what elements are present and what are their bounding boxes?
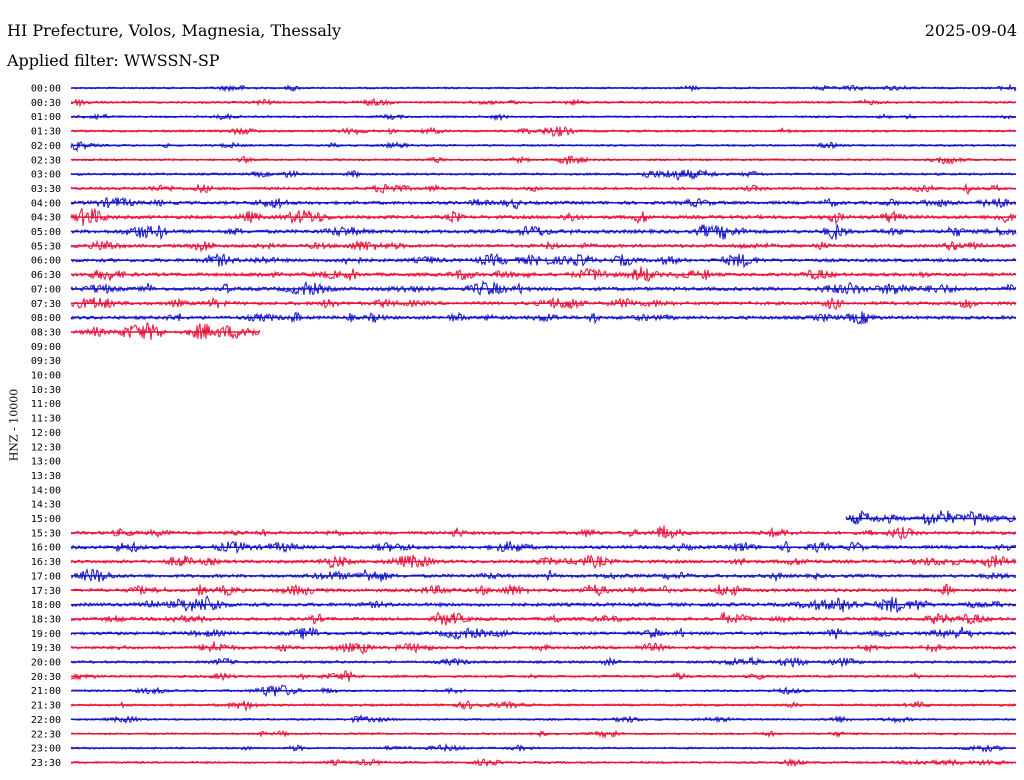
time-tick-label: 00:00 (31, 84, 61, 95)
chart-date: 2025-09-04 (924, 21, 1017, 40)
time-tick-label: 17:00 (31, 571, 61, 582)
time-tick-label: 18:00 (31, 600, 61, 611)
time-tick-label: 03:00 (31, 170, 61, 181)
time-tick-label: 02:30 (31, 155, 61, 166)
time-tick-label: 19:30 (31, 643, 61, 654)
seismic-trace (845, 509, 1017, 526)
time-tick-label: 18:30 (31, 614, 61, 625)
time-tick-label: 19:00 (31, 629, 61, 640)
time-tick-label: 11:30 (31, 414, 61, 425)
time-tick-label: 21:30 (31, 701, 61, 712)
time-tick-label: 23:00 (31, 744, 61, 755)
time-tick-label: 17:30 (31, 586, 61, 597)
seismic-trace (70, 141, 1017, 153)
time-tick-label: 00:30 (31, 98, 61, 109)
time-tick-label: 03:30 (31, 184, 61, 195)
time-tick-label: 02:00 (31, 141, 61, 152)
time-tick-label: 16:30 (31, 557, 61, 568)
time-tick-label: 16:00 (31, 543, 61, 554)
time-tick-label: 04:30 (31, 213, 61, 224)
time-tick-label: 10:00 (31, 371, 61, 382)
time-tick-label: 12:00 (31, 428, 61, 439)
time-tick-label: 04:00 (31, 198, 61, 209)
time-tick-label: 23:30 (31, 758, 61, 769)
time-tick-label: 21:00 (31, 686, 61, 697)
time-tick-label: 08:30 (31, 327, 61, 338)
time-tick-label: 08:00 (31, 313, 61, 324)
time-tick-label: 15:00 (31, 514, 61, 525)
chart-title: HI Prefecture, Volos, Magnesia, Thessaly (7, 21, 342, 40)
time-tick-label: 22:30 (31, 729, 61, 740)
time-tick-label: 06:30 (31, 270, 61, 281)
time-tick-label: 12:30 (31, 442, 61, 453)
time-tick-label: 09:00 (31, 342, 61, 353)
seismic-trace (70, 224, 1017, 240)
seismic-trace (70, 279, 1017, 296)
seismic-trace (70, 266, 1017, 282)
time-tick-label: 01:00 (31, 112, 61, 123)
time-tick-label: 01:30 (31, 127, 61, 138)
time-tick-label: 13:30 (31, 471, 61, 482)
time-tick-label: 05:30 (31, 241, 61, 252)
time-tick-label: 14:00 (31, 485, 61, 496)
time-tick-label: 07:30 (31, 299, 61, 310)
time-tick-label: 07:00 (31, 284, 61, 295)
time-tick-label: 09:30 (31, 356, 61, 367)
time-tick-label: 11:00 (31, 399, 61, 410)
time-tick-label: 06:00 (31, 256, 61, 267)
time-tick-label: 15:30 (31, 528, 61, 539)
time-tick-label: 22:00 (31, 715, 61, 726)
time-tick-label: 13:00 (31, 457, 61, 468)
seismic-trace (70, 311, 1017, 326)
time-tick-label: 10:30 (31, 385, 61, 396)
filter-label: Applied filter: WWSSN-SP (7, 51, 220, 70)
time-tick-label: 05:00 (31, 227, 61, 238)
time-tick-label: 14:30 (31, 500, 61, 511)
time-tick-label: 20:00 (31, 658, 61, 669)
time-tick-label: 20:30 (31, 672, 61, 683)
